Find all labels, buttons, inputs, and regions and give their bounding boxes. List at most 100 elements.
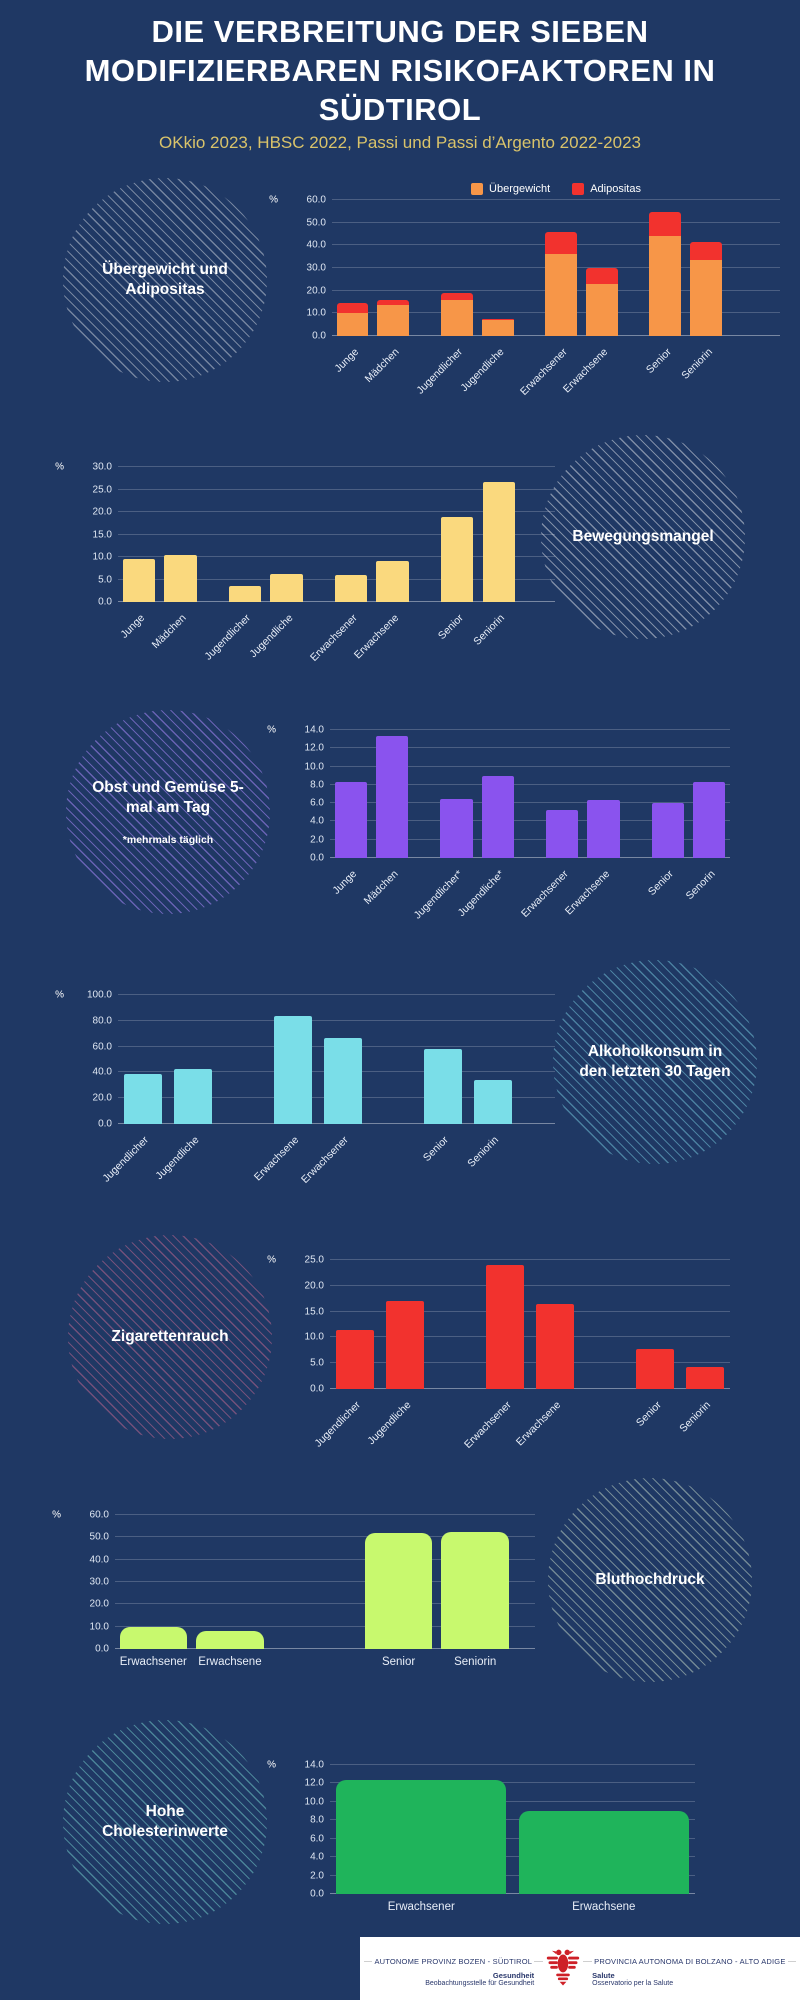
bar-slot bbox=[541, 730, 582, 858]
bar bbox=[196, 1631, 264, 1649]
legend-item: Übergewicht bbox=[471, 183, 550, 195]
gutter-spacer bbox=[252, 858, 330, 920]
bar bbox=[124, 1074, 162, 1124]
x-axis-label: Senior bbox=[421, 1134, 452, 1164]
x-axis-labels: Erwachsener Erwachsene Senior Seniorin bbox=[115, 1649, 535, 1671]
gridline bbox=[330, 857, 730, 858]
group-gap bbox=[624, 858, 647, 920]
x-label-slot: Senior bbox=[644, 336, 686, 398]
bar bbox=[334, 782, 367, 858]
y-tick-label: 2.0 bbox=[310, 834, 324, 846]
bar-segment-adipositas bbox=[377, 299, 410, 306]
bar-slot bbox=[118, 467, 160, 602]
y-tick-label: 25.0 bbox=[92, 484, 112, 495]
stacked-bar bbox=[545, 200, 578, 336]
gridline bbox=[330, 1310, 730, 1312]
x-axis-row: Jugendlicher Jugendliche Erwachsener Erwach… bbox=[252, 1389, 730, 1451]
bar-slot bbox=[480, 1260, 530, 1389]
legend-label: Adipositas bbox=[590, 183, 641, 195]
stacked-bar bbox=[690, 200, 723, 336]
footer-right-office: Osservatorio per la Salute bbox=[592, 1979, 674, 1987]
gridline bbox=[115, 1625, 535, 1627]
x-label-slot: Erwachsene bbox=[563, 858, 624, 920]
gridline bbox=[330, 1782, 695, 1784]
footer-logo-bar: AUTONOME PROVINZ BOZEN - SÜDTIROL Gesund… bbox=[360, 1937, 800, 2000]
bar-slot bbox=[332, 200, 373, 336]
circle-title: Bewegungsmangel bbox=[572, 527, 714, 545]
x-axis-label: Senior bbox=[381, 1656, 416, 1668]
y-axis-unit: % bbox=[267, 724, 276, 736]
plot-area bbox=[330, 1764, 695, 1894]
bar-segment-adipositas bbox=[690, 241, 723, 261]
bar-slot bbox=[689, 730, 730, 858]
y-tick-label: 40.0 bbox=[89, 1554, 109, 1566]
y-tick-label: 100.0 bbox=[86, 989, 112, 1001]
plot-area bbox=[330, 729, 730, 858]
stacked-bar bbox=[481, 200, 514, 336]
y-tick-label: 60.0 bbox=[92, 1041, 112, 1053]
x-axis-labels: Jugendlicher Jugendliche Erwachsene Erwachs… bbox=[101, 1124, 555, 1186]
trailing-space bbox=[520, 602, 555, 664]
circle-obst-und-gemuese: Obst und Gemüse 5-mal am Tag *mehrmals t… bbox=[66, 710, 270, 914]
gridline bbox=[330, 1284, 730, 1286]
bar bbox=[518, 1811, 689, 1894]
bar bbox=[423, 1048, 462, 1124]
bar-slot bbox=[477, 200, 518, 336]
bar-slot bbox=[418, 995, 468, 1124]
gridline bbox=[332, 221, 780, 223]
x-label-slot: Jugendliche bbox=[247, 602, 308, 664]
x-label-slot: Junge bbox=[332, 336, 373, 398]
x-label-slot: Erwachsener bbox=[330, 1894, 513, 1916]
circle-hohe-cholesterinwerte: Hohe Cholesterinwerte bbox=[63, 1720, 267, 1924]
bar bbox=[386, 1301, 424, 1389]
bar-slot bbox=[373, 200, 414, 336]
x-axis-label: Erwachsene bbox=[572, 1901, 636, 1913]
y-tick-label: 0.0 bbox=[310, 1383, 324, 1395]
circle-bluthochdruck: Bluthochdruck bbox=[548, 1478, 752, 1682]
y-tick-label: 10.0 bbox=[304, 761, 324, 773]
bar bbox=[545, 810, 579, 858]
x-label-slot: Erwachsene bbox=[514, 1389, 580, 1451]
x-axis-label: Junge bbox=[330, 868, 360, 897]
legend-item: Adipositas bbox=[572, 183, 641, 195]
plot-area bbox=[118, 994, 555, 1124]
group-gap bbox=[580, 1389, 630, 1451]
bar-segment-adipositas bbox=[545, 231, 578, 255]
x-axis-label: Seniorin bbox=[677, 1399, 714, 1435]
gutter-spacer bbox=[40, 602, 118, 664]
tyrol-eagle-icon bbox=[543, 1946, 584, 1991]
bar bbox=[270, 573, 303, 602]
bar-segment-uebergewicht bbox=[377, 305, 410, 336]
x-axis-labels: Junge Mädchen Jugendlicher Jugendliche Erwac… bbox=[118, 602, 555, 664]
bar-slot bbox=[436, 200, 477, 336]
x-label-slot: Junge bbox=[118, 602, 160, 664]
gridline bbox=[330, 729, 730, 730]
x-axis-label: Senorin bbox=[683, 868, 718, 903]
x-label-slot: Senior bbox=[418, 1124, 468, 1186]
x-label-slot: Erwachsene bbox=[561, 336, 623, 398]
x-axis-label: Erwachsener bbox=[119, 1656, 187, 1668]
bar bbox=[228, 586, 262, 602]
plot-area bbox=[332, 199, 780, 336]
x-axis-label: Senior bbox=[435, 612, 466, 642]
bar-segment-uebergewicht bbox=[586, 283, 618, 336]
x-axis-label: Seniorin bbox=[465, 1134, 502, 1170]
x-axis-row: Junge Mädchen Jugendlicher* Jugendliche* Erw… bbox=[252, 858, 730, 921]
x-axis-label: Erwachsener bbox=[387, 1901, 455, 1913]
gridline bbox=[115, 1536, 535, 1538]
y-tick-label: 60.0 bbox=[89, 1509, 109, 1521]
y-tick-label: 10.0 bbox=[92, 551, 112, 563]
bar-slot bbox=[330, 1260, 380, 1389]
bar-slot bbox=[647, 730, 688, 858]
y-tick-label: 10.0 bbox=[304, 1331, 324, 1343]
bar-slot bbox=[266, 467, 308, 602]
x-axis-labels: Jugendlicher Jugendliche Erwachsener Erwach… bbox=[313, 1389, 730, 1451]
bar bbox=[481, 775, 515, 858]
x-label-slot: Erwachsener bbox=[299, 1124, 368, 1186]
circle-uebergewicht-adipositas: Übergewicht und Adipositas bbox=[63, 178, 267, 382]
bar bbox=[164, 554, 197, 602]
bar-slot bbox=[371, 730, 412, 858]
gridline bbox=[332, 199, 780, 200]
y-tick-label: 0.0 bbox=[98, 1118, 112, 1130]
gridline bbox=[330, 1764, 695, 1765]
